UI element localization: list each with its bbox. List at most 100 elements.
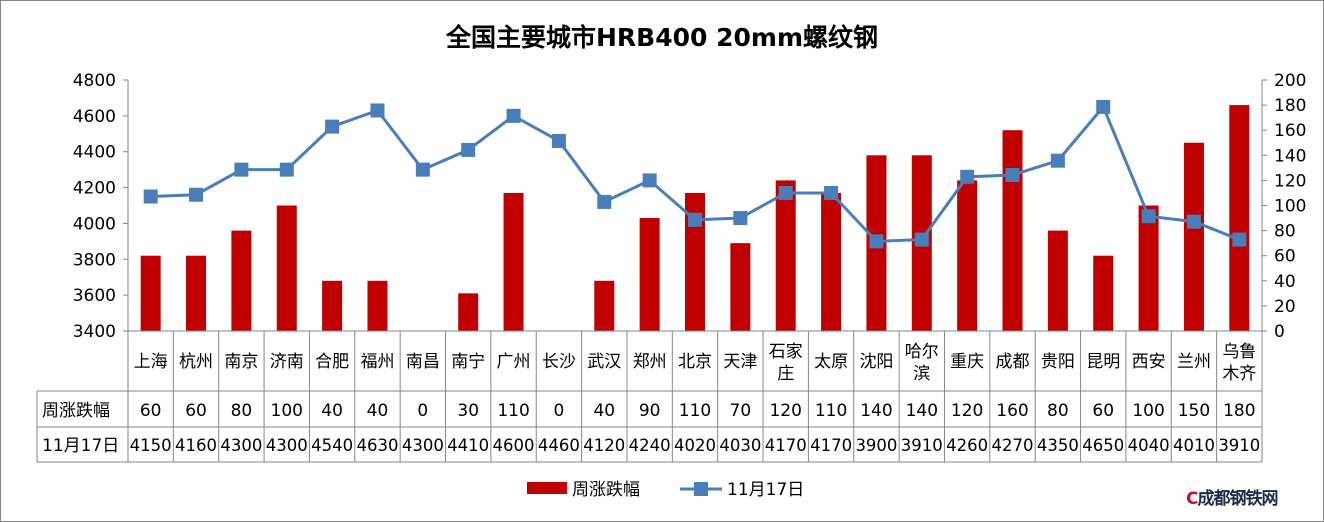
bar-广州 — [503, 192, 524, 331]
bar-郑州 — [639, 218, 660, 331]
table-cell-price: 4120 — [583, 436, 625, 455]
price-marker-郑州 — [642, 173, 657, 188]
table-cell-weekly-change: 30 — [457, 401, 479, 421]
table-cell-weekly-change: 60 — [140, 401, 162, 421]
right-axis-tick-label: 120 — [1274, 171, 1306, 191]
table-cell-price: 3910 — [901, 436, 943, 455]
table-cell-weekly-change: 0 — [554, 401, 565, 421]
table-cell-weekly-change: 90 — [639, 401, 661, 421]
bar-福州 — [367, 280, 388, 331]
table-cell-weekly-change: 80 — [231, 401, 253, 421]
bar-南京 — [231, 230, 252, 331]
price-marker-合肥 — [325, 119, 340, 134]
price-marker-成都 — [1005, 168, 1020, 183]
category-label: 贵阳 — [1041, 352, 1075, 372]
bar-贵阳 — [1047, 230, 1068, 331]
right-axis-tick-label: 80 — [1274, 222, 1296, 242]
legend-label-weekly-change: 周涨跌幅 — [572, 480, 640, 500]
left-axis-tick-label: 4800 — [73, 71, 116, 91]
right-axis-tick-label: 60 — [1274, 247, 1296, 267]
legend-label-price: 11月17日 — [727, 480, 804, 500]
table-cell-price: 4150 — [130, 436, 172, 455]
category-label: 福州 — [360, 352, 394, 372]
table-cell-weekly-change: 120 — [951, 401, 983, 421]
table-cell-weekly-change: 110 — [497, 401, 529, 421]
category-label: 广州 — [497, 352, 531, 372]
left-axis-tick-label: 4400 — [73, 143, 116, 163]
price-marker-西安 — [1141, 209, 1156, 224]
category-label: 杭州 — [179, 352, 213, 372]
table-cell-price: 4160 — [175, 436, 217, 455]
category-label: 石家庄 — [769, 342, 803, 384]
price-marker-上海 — [143, 189, 158, 204]
price-marker-南宁 — [461, 142, 476, 157]
price-marker-济南 — [279, 162, 294, 177]
table-cell-price: 4040 — [1128, 436, 1170, 455]
table-cell-price: 4410 — [447, 436, 489, 455]
bar-西安 — [1138, 205, 1159, 331]
bar-成都 — [1002, 130, 1023, 331]
right-axis-tick-label: 0 — [1274, 322, 1285, 342]
table-cell-price: 4240 — [629, 436, 671, 455]
table-cell-price: 4600 — [493, 436, 535, 455]
bar-杭州 — [186, 255, 207, 331]
table-cell-weekly-change: 40 — [367, 401, 389, 421]
table-row-header-weekly-change: 周涨跌幅 — [42, 401, 110, 421]
bar-乌鲁木齐 — [1229, 105, 1250, 331]
left-axis-tick-label: 4200 — [73, 179, 116, 199]
table-cell-price: 4630 — [356, 436, 398, 455]
bar-兰州 — [1183, 142, 1204, 331]
table-cell-price: 4300 — [220, 436, 262, 455]
price-marker-贵阳 — [1050, 153, 1065, 168]
price-marker-杭州 — [189, 187, 204, 202]
price-marker-南昌 — [415, 162, 430, 177]
category-label: 天津 — [723, 352, 757, 372]
price-marker-广州 — [506, 108, 521, 123]
bar-天津 — [730, 243, 751, 331]
table-cell-price: 4170 — [810, 436, 852, 455]
category-label: 兰州 — [1177, 352, 1211, 372]
right-axis-tick-label: 200 — [1274, 71, 1306, 91]
category-label: 郑州 — [633, 352, 667, 372]
category-label: 西安 — [1132, 352, 1166, 372]
table-cell-price: 4270 — [992, 436, 1034, 455]
table-cell-weekly-change: 140 — [906, 401, 938, 421]
left-axis-tick-label: 3600 — [73, 286, 116, 306]
price-marker-福州 — [370, 103, 385, 118]
bar-石家庄 — [775, 180, 796, 331]
price-marker-长沙 — [551, 133, 566, 148]
category-label: 济南 — [270, 352, 304, 372]
table-cell-price: 4020 — [674, 436, 716, 455]
right-axis-tick-label: 40 — [1274, 272, 1296, 292]
table-cell-weekly-change: 70 — [730, 401, 752, 421]
category-label: 哈尔滨 — [905, 342, 939, 384]
price-marker-北京 — [688, 212, 702, 227]
price-marker-南京 — [234, 162, 249, 177]
category-label: 沈阳 — [859, 352, 893, 372]
table-cell-weekly-change: 110 — [679, 401, 711, 421]
table-cell-price: 4540 — [311, 436, 353, 455]
right-axis-tick-label: 140 — [1274, 146, 1306, 166]
price-marker-乌鲁木齐 — [1232, 232, 1247, 247]
table-cell-weekly-change: 40 — [321, 401, 343, 421]
left-axis-tick-label: 3400 — [73, 322, 116, 342]
right-axis-tick-label: 160 — [1274, 121, 1306, 141]
left-axis-tick-label: 3800 — [73, 250, 116, 270]
table-cell-weekly-change: 160 — [996, 401, 1028, 421]
bar-北京 — [685, 192, 705, 331]
table-cell-price: 4460 — [538, 436, 580, 455]
category-label: 乌鲁木齐 — [1222, 342, 1256, 384]
table-cell-weekly-change: 110 — [815, 401, 847, 421]
table-cell-price: 4030 — [719, 436, 761, 455]
price-marker-重庆 — [960, 169, 975, 184]
bar-上海 — [140, 255, 161, 331]
table-cell-weekly-change: 100 — [1132, 401, 1164, 421]
category-label: 南宁 — [451, 352, 485, 372]
table-cell-price: 4300 — [402, 436, 444, 455]
table-cell-price: 4300 — [266, 436, 308, 455]
table-cell-weekly-change: 0 — [417, 401, 428, 421]
category-label: 合肥 — [315, 352, 349, 372]
price-marker-沈阳 — [869, 234, 884, 249]
table-cell-weekly-change: 120 — [769, 401, 801, 421]
table-cell-price: 4350 — [1037, 436, 1079, 455]
